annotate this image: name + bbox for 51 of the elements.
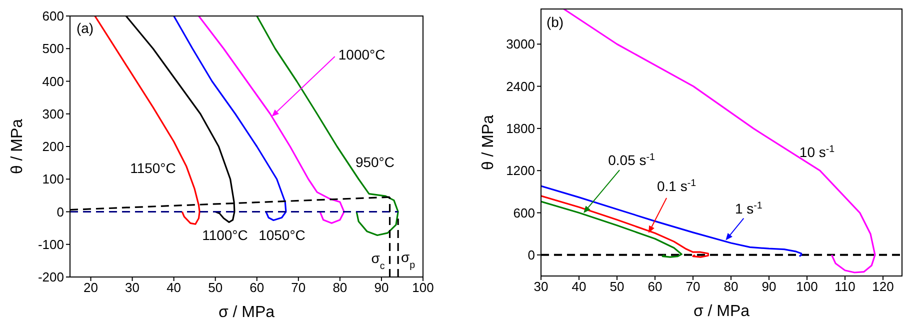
annotation: 1100°C [202, 227, 248, 243]
x-tick-label: 60 [648, 279, 662, 294]
x-tick-label: 90 [762, 279, 776, 294]
y-tick-label: 1200 [506, 163, 535, 178]
y-tick-label: 200 [42, 139, 64, 154]
x-axis-title: σ / MPa [693, 303, 750, 320]
x-tick-label: 30 [125, 280, 140, 296]
x-tick-label: 100 [412, 280, 434, 296]
annotation: σ$_{c}$ [371, 250, 385, 272]
y-axis-title: θ / MPa [9, 118, 26, 174]
annotation: 0.1 s$^{-1}$ [657, 178, 696, 194]
y-tick-label: 1800 [506, 121, 535, 136]
y-tick-label: 500 [42, 41, 64, 56]
x-tick-label: 40 [572, 279, 586, 294]
y-axis-title: θ / MPa [480, 114, 497, 170]
y-tick-label: -200 [38, 270, 64, 285]
y-tick-label: 100 [42, 172, 64, 187]
x-tick-label: 20 [84, 280, 98, 296]
x-tick-label: 90 [374, 280, 389, 296]
x-tick-label: 120 [872, 279, 894, 294]
annotation: (a) [76, 20, 94, 36]
y-tick-label: 600 [513, 205, 535, 220]
x-tick-label: 110 [834, 279, 856, 294]
x-tick-label: 80 [724, 279, 738, 294]
annotation: 0.05 s$^{-1}$ [608, 152, 655, 168]
x-tick-label: 60 [250, 280, 264, 296]
annotation: 1050°C [258, 227, 306, 243]
x-tick-label: 100 [796, 279, 818, 294]
y-tick-label: 2400 [506, 78, 535, 94]
y-tick-label: 0 [56, 204, 64, 220]
x-tick-label: 50 [610, 279, 624, 294]
annotation: (b) [546, 14, 564, 30]
y-tick-label: 400 [42, 74, 64, 89]
x-tick-label: 80 [332, 280, 348, 296]
x-tick-label: 70 [686, 279, 700, 294]
y-tick-label: 600 [42, 8, 64, 24]
y-tick-label: 300 [42, 106, 64, 122]
annotation: σ$_{p}$ [400, 249, 416, 270]
x-axis-title: σ / MPa [218, 304, 275, 321]
x-tick-label: 70 [291, 280, 306, 296]
x-tick-label: 40 [166, 280, 182, 296]
y-tick-label: -100 [38, 236, 64, 252]
annotation: 1 s$^{-1}$ [734, 200, 762, 216]
annotation: 10 s$^{-1}$ [799, 144, 835, 160]
x-tick-label: 30 [534, 279, 548, 294]
y-tick-label: 3000 [506, 36, 535, 52]
x-tick-label: 50 [208, 280, 223, 296]
annotation: 1150°C [130, 160, 176, 176]
y-tick-label: 0 [528, 248, 535, 263]
annotation: 1000°C [338, 46, 386, 62]
annotation: 950°C [355, 154, 395, 170]
